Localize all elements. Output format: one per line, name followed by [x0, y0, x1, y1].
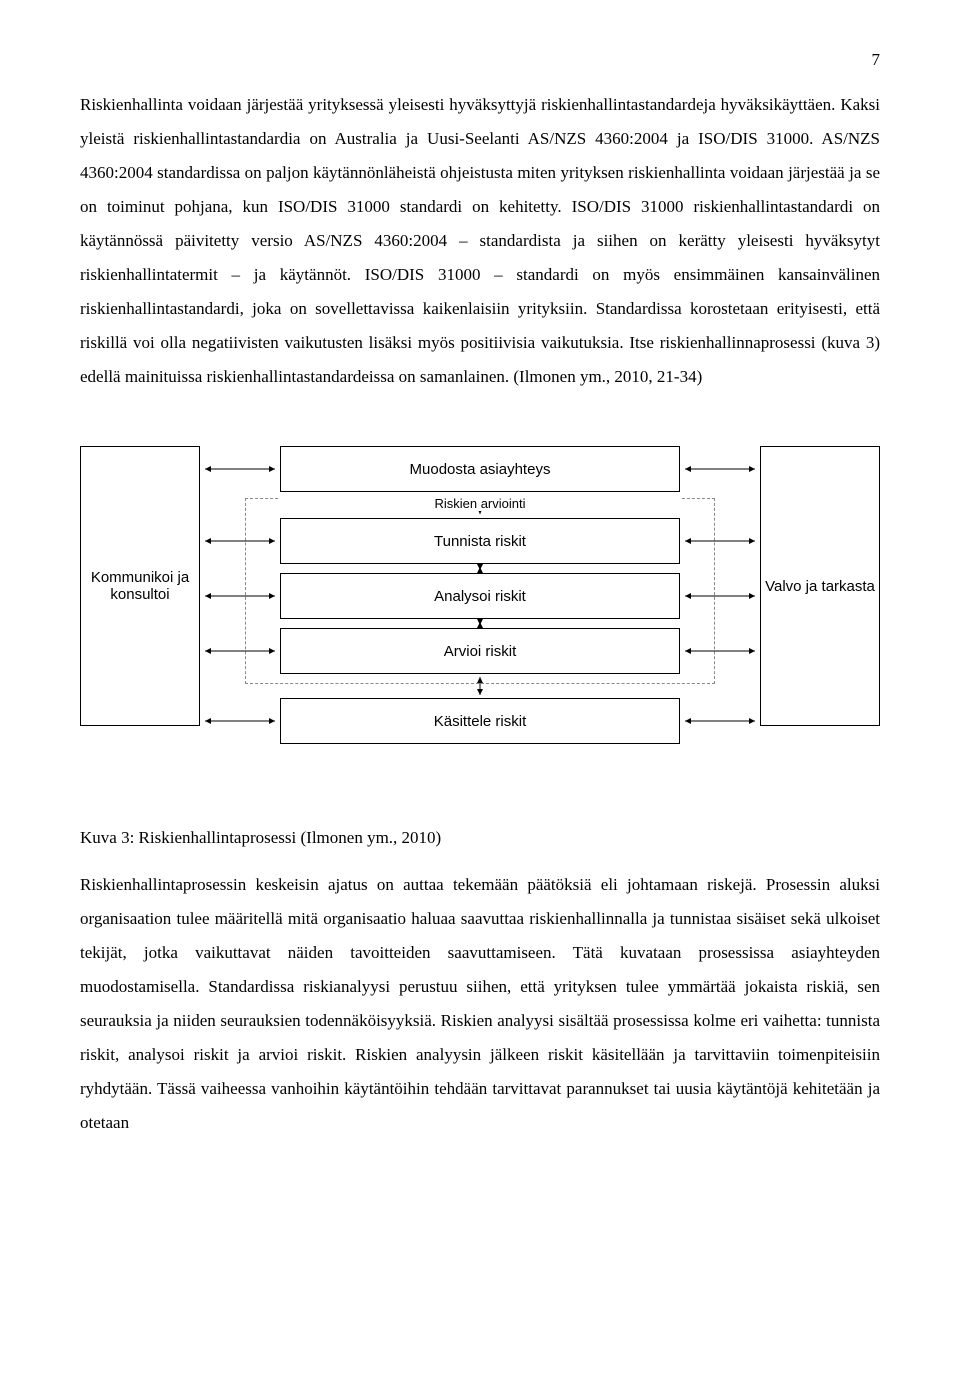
diagram-step-1: Muodosta asiayhteys — [280, 446, 680, 492]
diagram-step-4: Arvioi riskit — [280, 628, 680, 674]
diagram-step-2: Tunnista riskit — [280, 518, 680, 564]
risk-process-diagram: Kommunikoi ja konsultoi Valvo ja tarkast… — [80, 418, 880, 798]
diagram-dashed-label: Riskien arviointi — [280, 496, 680, 511]
paragraph-1: Riskienhallinta voidaan järjestää yrityk… — [80, 88, 880, 394]
diagram-step-5: Käsittele riskit — [280, 698, 680, 744]
paragraph-2: Riskienhallintaprosessin keskeisin ajatu… — [80, 868, 880, 1140]
diagram-left-box: Kommunikoi ja konsultoi — [80, 446, 200, 726]
page-number: 7 — [80, 50, 880, 70]
diagram-right-box: Valvo ja tarkasta — [760, 446, 880, 726]
diagram-step-3: Analysoi riskit — [280, 573, 680, 619]
figure-caption: Kuva 3: Riskienhallintaprosessi (Ilmonen… — [80, 828, 880, 848]
